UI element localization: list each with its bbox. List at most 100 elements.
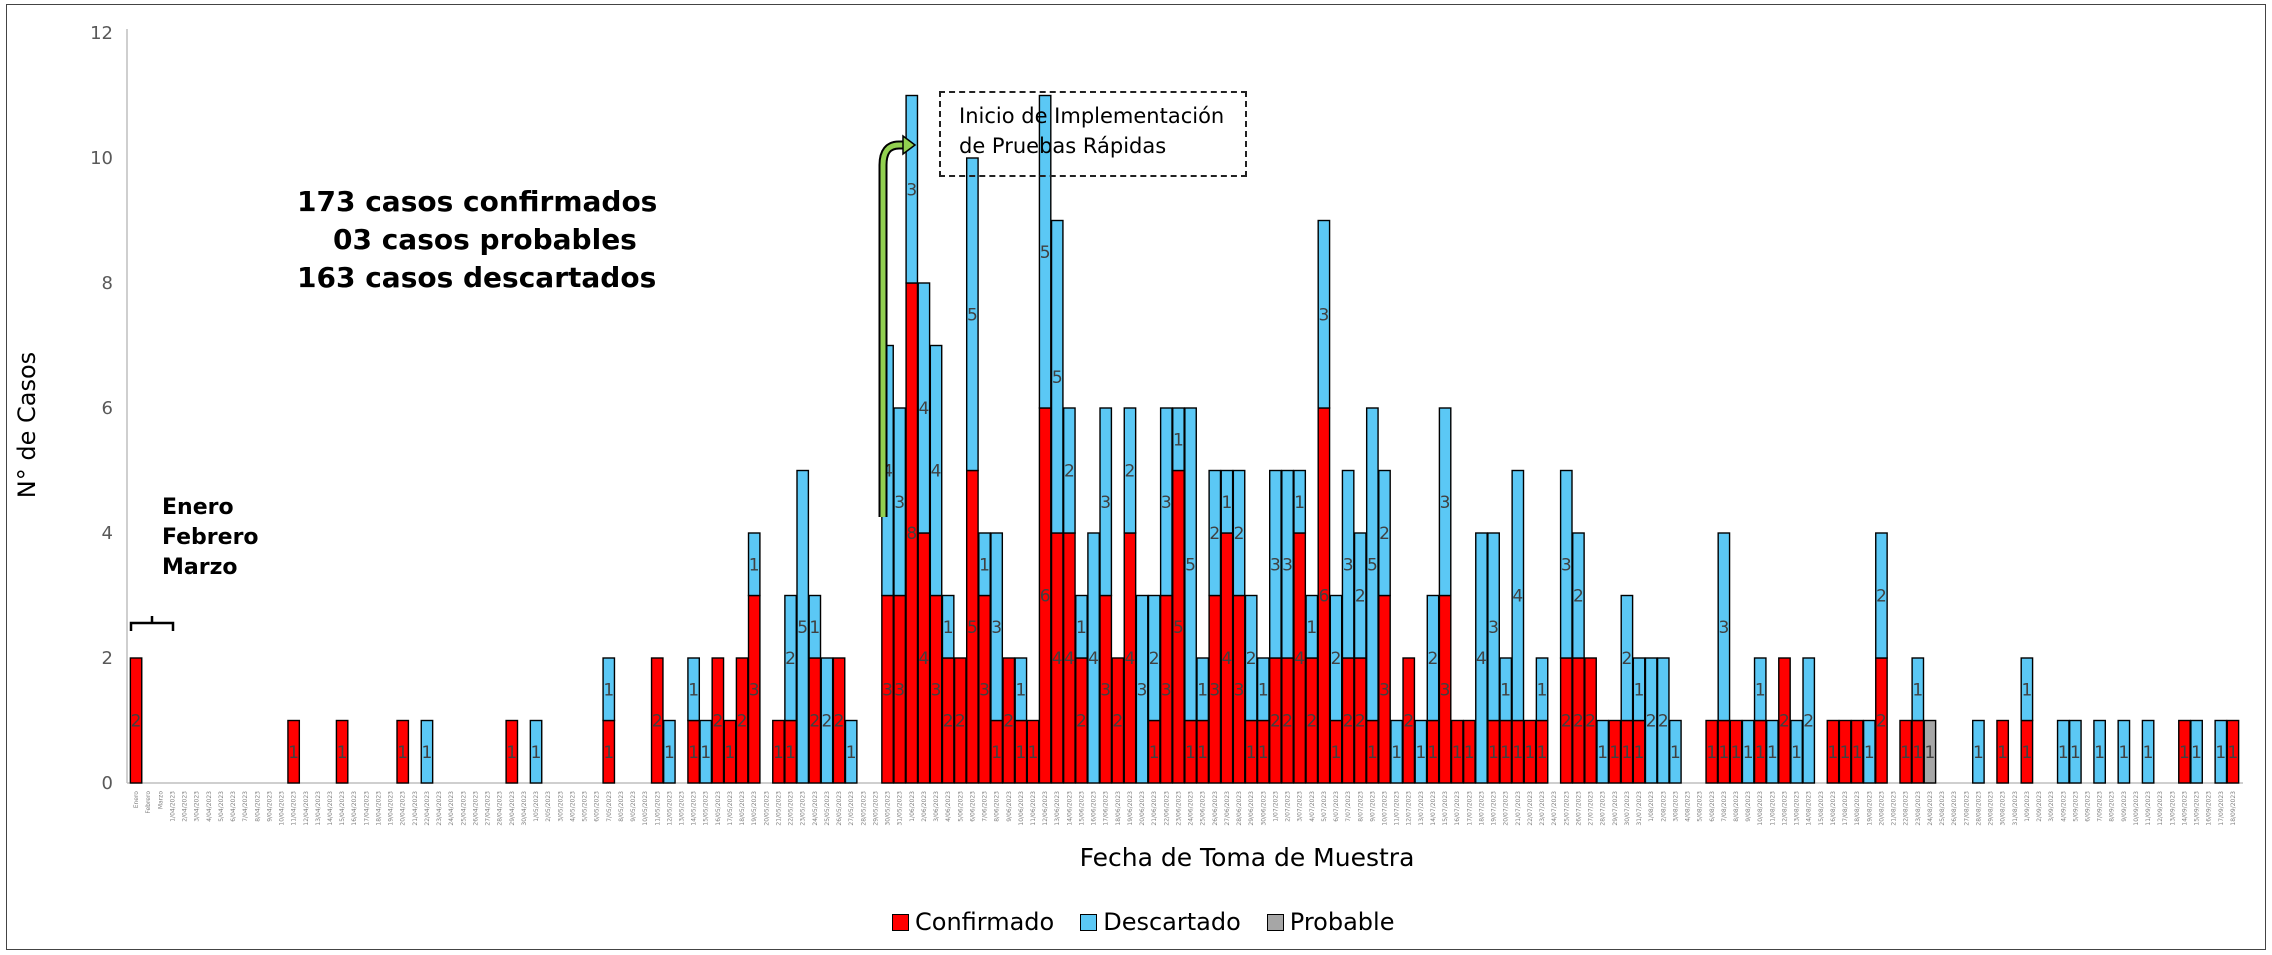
- x-tick-label: 3/06/2023: [933, 791, 940, 822]
- bar-data-label: 4: [1222, 649, 1233, 669]
- x-tick-label: 11/09/2023: [2145, 791, 2152, 826]
- x-tick-label: 7/08/2023: [1721, 791, 1728, 822]
- x-tick-label: 17/08/2023: [1842, 791, 1849, 826]
- bar-data-label: 2: [943, 712, 954, 732]
- x-tick-label: 11/08/2023: [1769, 791, 1776, 826]
- bar-data-label: 1: [1767, 743, 1778, 763]
- x-tick-label: 9/06/2023: [1006, 791, 1013, 822]
- x-tick-label: 30/06/2023: [1260, 791, 1267, 826]
- bar-data-label: 1: [2021, 680, 2032, 700]
- bar-data-label: 1: [1912, 743, 1923, 763]
- bar-data-label: 1: [337, 743, 348, 763]
- bar-data-label: 3: [1137, 680, 1148, 700]
- x-tick-label: 15/05/2023: [703, 791, 710, 826]
- x-tick-label: 20/05/2023: [763, 791, 770, 826]
- x-tick-label: 3/05/2023: [557, 791, 564, 822]
- bar-descartado: [2056, 719, 2070, 784]
- x-tick-label: 25/04/2023: [460, 791, 467, 826]
- x-tick-label: 21/05/2023: [775, 791, 782, 826]
- bar-probable: [1923, 719, 1937, 784]
- bar-descartado: [1135, 594, 1149, 784]
- x-tick-label: 13/08/2023: [1794, 791, 1801, 826]
- bar-data-label: 1: [700, 743, 711, 763]
- x-tick-label: 18/05/2023: [739, 791, 746, 826]
- x-tick-label: 29/05/2023: [872, 791, 879, 826]
- bar-confirmado: [335, 719, 349, 784]
- bar-data-label: 4: [1476, 649, 1487, 669]
- bar-descartado: [784, 594, 797, 722]
- x-tick-label: 18/08/2023: [1854, 791, 1861, 826]
- bar-confirmado: [1402, 657, 1416, 784]
- annotation-line-1: Inicio de Implementación: [959, 104, 1225, 128]
- x-tick-label: 18/06/2023: [1115, 791, 1122, 826]
- x-tick-label: 25/06/2023: [1200, 791, 1207, 826]
- x-tick-label: 1/08/2023: [1648, 791, 1655, 822]
- x-tick-label: 26/05/2023: [836, 791, 843, 826]
- bar-confirmado: [1462, 719, 1476, 784]
- bar-data-label: 5: [1173, 618, 1184, 638]
- bar-data-label: 1: [2191, 743, 2202, 763]
- bar-data-label: 1: [1028, 743, 1039, 763]
- bar-data-label: 3: [1343, 555, 1354, 575]
- summary-confirmed: 173 casos confirmados: [297, 185, 658, 218]
- x-tick-label: 5/05/2023: [582, 791, 589, 822]
- months-bracket: [129, 616, 175, 631]
- bar-descartado: [2068, 719, 2082, 784]
- bar-data-label: 1: [1997, 743, 2008, 763]
- x-tick-label: 10/06/2023: [1018, 791, 1025, 826]
- x-tick-label: 2/07/2023: [1285, 791, 1292, 822]
- x-tick-label: 17/05/2023: [727, 791, 734, 826]
- bar-data-label: 1: [1743, 743, 1754, 763]
- bar-confirmado: [1838, 719, 1852, 784]
- x-tick-label: 9/07/2023: [1369, 791, 1376, 822]
- bar-confirmado: [129, 657, 143, 784]
- x-tick-label: 22/04/2023: [424, 791, 431, 826]
- bar-data-label: 8: [906, 524, 917, 544]
- bar-descartado: [2141, 719, 2155, 784]
- bar-descartado: [1656, 657, 1670, 784]
- bar-data-label: 5: [1367, 555, 1378, 575]
- bar-data-label: 5: [1052, 368, 1063, 388]
- bar-confirmado: [1450, 719, 1464, 784]
- bar-data-label: 1: [506, 743, 517, 763]
- bar-descartado: [978, 532, 991, 597]
- bar-descartado: [1159, 407, 1173, 597]
- bar-descartado: [1232, 469, 1246, 597]
- y-tick-label: 2: [102, 648, 113, 669]
- bar-data-label: 1: [1149, 743, 1160, 763]
- x-tick-label: 20/04/2023: [400, 791, 407, 826]
- bar-data-label: 1: [1391, 743, 1402, 763]
- bar-descartado: [1572, 532, 1585, 659]
- bar-descartado: [941, 594, 955, 659]
- bar-descartado: [529, 719, 543, 784]
- x-tick-label: 12/07/2023: [1406, 791, 1413, 826]
- bar-data-label: 2: [1428, 649, 1439, 669]
- bar-data-label: 1: [991, 743, 1002, 763]
- bar-data-label: 2: [1585, 712, 1596, 732]
- x-tick-label: 21/06/2023: [1151, 791, 1158, 826]
- bar-data-label: 2: [1125, 462, 1136, 482]
- x-tick-label: 30/07/2023: [1624, 791, 1631, 826]
- bar-data-label: 1: [1222, 493, 1233, 513]
- x-tick-label: 16/06/2023: [1091, 791, 1098, 826]
- bar-descartado: [1293, 469, 1307, 534]
- x-tick-label: 23/06/2023: [1175, 791, 1182, 826]
- bar-data-label: 1: [1791, 743, 1802, 763]
- bar-data-label: 1: [1912, 680, 1923, 700]
- bar-data-label: 4: [882, 462, 893, 482]
- bar-descartado: [747, 532, 761, 597]
- bar-data-label: 2: [1306, 712, 1317, 732]
- bar-data-label: 1: [773, 743, 784, 763]
- legend: Confirmado Descartado Probable: [892, 908, 1394, 936]
- bar-descartado: [1668, 719, 1682, 784]
- y-axis-title: N° de Casos: [13, 351, 41, 499]
- bar-descartado: [1062, 407, 1076, 534]
- bar-descartado: [1414, 719, 1428, 784]
- x-tick-label: 3/08/2023: [1672, 791, 1679, 822]
- x-tick-label: 31/05/2023: [897, 791, 904, 826]
- bar-data-label: 1: [1185, 743, 1196, 763]
- x-tick-label: 11/06/2023: [1030, 791, 1037, 826]
- bar-data-label: 1: [1755, 680, 1766, 700]
- bar-data-label: 2: [1076, 712, 1087, 732]
- x-tick-label: 13/05/2023: [678, 791, 685, 826]
